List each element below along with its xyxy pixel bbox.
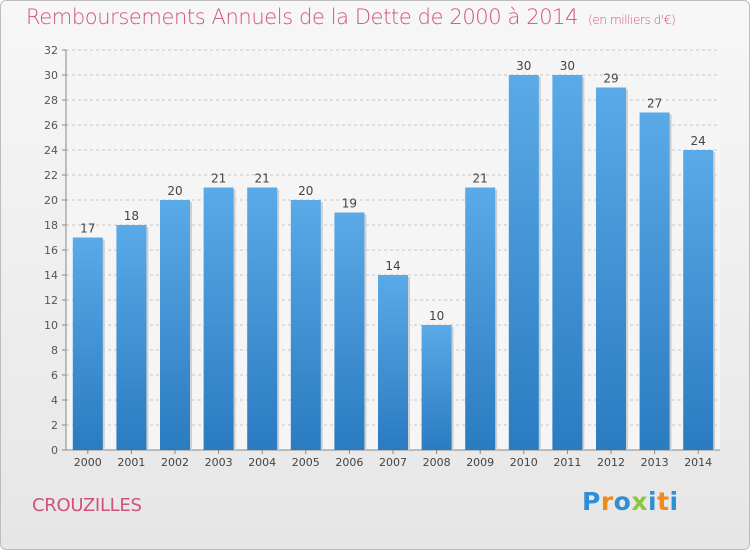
bar xyxy=(508,75,539,450)
y-tick-label: 32 xyxy=(44,44,58,57)
chart-unit: (en milliers d'€) xyxy=(588,13,676,27)
x-tick-label: 2002 xyxy=(161,456,189,469)
logo-letter: o xyxy=(613,487,632,516)
x-tick-label: 2010 xyxy=(510,456,538,469)
logo-letter: i xyxy=(648,487,658,516)
y-tick-label: 4 xyxy=(51,394,58,407)
bar xyxy=(72,237,103,450)
bar-value-label: 30 xyxy=(516,59,531,73)
y-tick-label: 10 xyxy=(44,319,58,332)
proxiti-logo: Proxiti xyxy=(582,487,679,516)
bar-value-label: 27 xyxy=(647,97,662,111)
y-tick-label: 14 xyxy=(44,269,58,282)
bar xyxy=(378,275,408,450)
bar-value-label: 29 xyxy=(603,72,618,86)
logo-letter: P xyxy=(582,487,601,516)
bar xyxy=(116,225,147,450)
y-tick-label: 8 xyxy=(51,344,58,357)
y-tick-label: 26 xyxy=(44,119,58,132)
bar xyxy=(160,200,190,450)
y-tick-label: 0 xyxy=(51,444,58,457)
bar xyxy=(334,212,365,450)
logo-letter: i xyxy=(669,487,679,516)
chart-title: Remboursements Annuels de la Dette de 20… xyxy=(26,5,676,29)
bar-value-label: 24 xyxy=(691,134,706,148)
bar xyxy=(465,187,496,450)
y-tick-label: 18 xyxy=(44,219,58,232)
commune-name: CROUZILLES xyxy=(32,495,142,516)
bar xyxy=(639,112,670,450)
x-tick-label: 2009 xyxy=(466,456,494,469)
y-tick-label: 20 xyxy=(44,194,58,207)
bar-value-label: 19 xyxy=(342,197,357,211)
bar-value-label: 21 xyxy=(211,172,226,186)
x-tick-label: 2013 xyxy=(641,456,669,469)
bar-value-label: 18 xyxy=(124,209,139,223)
x-tick-label: 2007 xyxy=(379,456,407,469)
bar-value-label: 14 xyxy=(385,259,400,273)
bar xyxy=(683,150,714,450)
bar-value-label: 30 xyxy=(560,59,575,73)
logo-letter: x xyxy=(631,487,648,516)
x-tick-label: 2003 xyxy=(205,456,233,469)
y-tick-label: 6 xyxy=(51,369,58,382)
bar-value-label: 17 xyxy=(80,222,95,236)
bar xyxy=(552,75,583,450)
y-tick-label: 22 xyxy=(44,169,58,182)
bar xyxy=(247,187,278,450)
x-tick-label: 2001 xyxy=(117,456,145,469)
bar-value-label: 20 xyxy=(167,184,182,198)
x-tick-label: 2005 xyxy=(292,456,320,469)
x-tick-label: 2008 xyxy=(423,456,451,469)
bar-value-label: 21 xyxy=(255,172,270,186)
logo-letter: r xyxy=(600,487,614,516)
x-tick-label: 2000 xyxy=(74,456,102,469)
bar xyxy=(596,87,626,450)
bar-value-label: 21 xyxy=(473,172,488,186)
y-tick-label: 30 xyxy=(44,69,58,82)
y-tick-label: 12 xyxy=(44,294,58,307)
x-tick-label: 2014 xyxy=(684,456,712,469)
y-tick-label: 24 xyxy=(44,144,58,157)
chart-title-text: Remboursements Annuels de la Dette de 20… xyxy=(26,5,579,29)
y-tick-label: 28 xyxy=(44,94,58,107)
bar xyxy=(290,200,321,450)
x-tick-label: 2004 xyxy=(248,456,276,469)
bar xyxy=(421,325,452,450)
logo-letter: t xyxy=(657,487,670,516)
y-tick-label: 16 xyxy=(44,244,58,257)
bar-value-label: 10 xyxy=(429,309,444,323)
x-tick-label: 2006 xyxy=(335,456,363,469)
bar-value-label: 20 xyxy=(298,184,313,198)
x-tick-label: 2012 xyxy=(597,456,625,469)
x-tick-label: 2011 xyxy=(553,456,581,469)
y-tick-label: 2 xyxy=(51,419,58,432)
bar xyxy=(203,187,234,450)
